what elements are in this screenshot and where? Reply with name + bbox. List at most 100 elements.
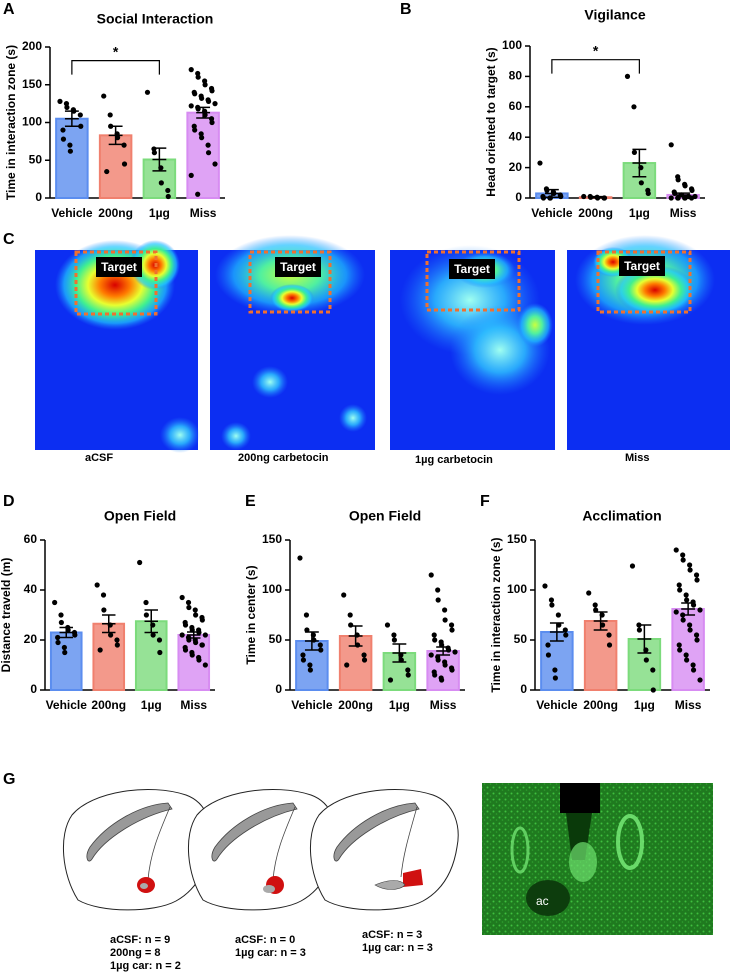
data-point <box>62 649 68 656</box>
data-point <box>208 116 215 122</box>
chart-title: Acclimation <box>582 508 661 524</box>
data-point <box>347 612 353 618</box>
data-point <box>431 632 437 638</box>
data-point <box>545 642 551 648</box>
data-point <box>387 677 394 683</box>
data-point <box>448 622 455 628</box>
data-point <box>317 642 323 648</box>
data-point <box>683 652 689 658</box>
data-point <box>687 562 693 568</box>
data-point <box>435 587 441 593</box>
panel-label: F <box>480 493 490 510</box>
data-point <box>694 577 700 583</box>
x-tick-label: 1µg <box>149 206 170 220</box>
data-point <box>624 73 631 79</box>
data-point <box>432 672 438 678</box>
y-tick-label: 100 <box>502 38 522 52</box>
x-tick-label: Vehicle <box>46 698 88 712</box>
x-tick-label: 1µg <box>629 206 650 220</box>
data-point <box>548 597 555 603</box>
data-point <box>542 583 548 589</box>
x-tick-label: Vehicle <box>536 698 578 712</box>
data-point <box>650 687 656 693</box>
data-point <box>650 667 656 673</box>
data-point <box>361 657 368 663</box>
error-bar <box>187 631 201 639</box>
data-point <box>202 662 208 668</box>
y-axis-label: Distance traveld (m) <box>0 558 13 673</box>
data-point <box>198 131 204 137</box>
data-point <box>545 652 552 658</box>
x-tick-label: Miss <box>190 206 217 220</box>
data-point <box>581 193 587 200</box>
x-tick-label: Miss <box>670 206 697 220</box>
data-point <box>191 123 197 129</box>
data-point <box>52 599 58 606</box>
data-point <box>687 627 693 633</box>
data-point <box>143 612 149 618</box>
data-point <box>668 142 674 148</box>
chart-title: Vigilance <box>584 7 645 23</box>
bar-chart: A Social Interaction Time in interaction z… <box>3 1 225 220</box>
x-tick-label: 200ng <box>338 698 373 712</box>
data-point <box>445 647 452 653</box>
heatmap-caption: 200ng carbetocin <box>238 452 329 464</box>
data-point <box>442 607 448 613</box>
data-point <box>193 612 199 618</box>
data-point <box>405 672 411 678</box>
x-tick-label: Vehicle <box>291 698 333 712</box>
error-bar <box>152 147 167 172</box>
data-point <box>202 632 208 638</box>
significance-label: * <box>113 43 119 59</box>
error-bar <box>549 622 564 642</box>
data-point <box>182 647 189 653</box>
data-point <box>638 180 644 186</box>
y-tick-label: 150 <box>507 532 527 546</box>
y-axis-label: Time in center (s) <box>244 565 258 664</box>
count-line: aCSF: n = 0 <box>235 934 295 946</box>
target-label: Target <box>454 262 490 276</box>
data-point <box>121 142 127 148</box>
error-bar <box>102 614 116 634</box>
histology-panel: G aCSF: n = 9 200ng = 8 1µg car: n = 2 a… <box>3 771 713 972</box>
data-point <box>78 123 84 129</box>
data-point <box>693 572 700 578</box>
data-point <box>680 552 686 558</box>
panel-label: C <box>3 231 15 248</box>
data-point <box>297 555 303 561</box>
x-tick-label: 200ng <box>578 206 613 220</box>
data-point <box>435 597 441 603</box>
y-tick-label: 80 <box>509 69 523 83</box>
data-point <box>205 150 212 156</box>
data-point <box>439 677 445 683</box>
data-point <box>645 190 651 197</box>
data-point <box>668 195 674 201</box>
data-point <box>676 582 682 588</box>
heatmap-caption: 1µg carbetocin <box>415 454 493 466</box>
count-line: 200ng = 8 <box>110 947 160 959</box>
data-point <box>606 632 612 638</box>
data-point <box>202 82 208 88</box>
error-bar <box>593 611 608 631</box>
x-tick-label: Miss <box>430 698 457 712</box>
data-point <box>143 599 149 606</box>
data-point <box>100 592 107 598</box>
brain-section <box>309 789 459 911</box>
data-point <box>405 667 411 673</box>
data-point <box>55 639 61 646</box>
data-point <box>672 190 678 197</box>
data-point <box>690 662 696 668</box>
data-point <box>60 127 66 133</box>
heatmap: Target 200ng carbetocin <box>210 235 375 464</box>
data-point <box>688 195 695 201</box>
data-point <box>188 172 194 178</box>
heatmap: Target aCSF <box>35 240 200 464</box>
y-tick-label: 0 <box>520 682 527 696</box>
data-point <box>186 604 192 611</box>
data-point <box>61 644 67 651</box>
error-bar <box>637 624 652 654</box>
data-point <box>114 637 120 643</box>
data-point <box>452 649 458 655</box>
x-tick-label: 1µg <box>141 698 162 712</box>
y-tick-label: 0 <box>515 190 522 204</box>
